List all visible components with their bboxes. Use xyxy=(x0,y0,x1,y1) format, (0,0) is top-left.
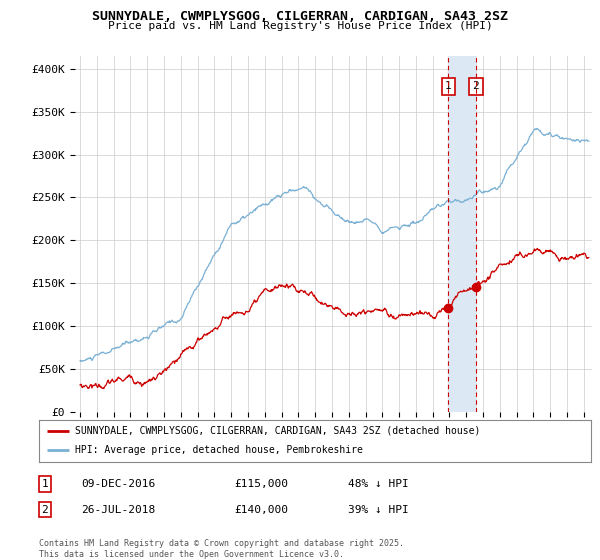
Text: SUNNYDALE, CWMPLYSGOG, CILGERRAN, CARDIGAN, SA43 2SZ (detached house): SUNNYDALE, CWMPLYSGOG, CILGERRAN, CARDIG… xyxy=(75,426,480,436)
Text: 1: 1 xyxy=(445,81,452,91)
Text: Contains HM Land Registry data © Crown copyright and database right 2025.
This d: Contains HM Land Registry data © Crown c… xyxy=(39,539,404,559)
Text: 2: 2 xyxy=(472,81,479,91)
Bar xyxy=(448,56,476,412)
Text: £115,000: £115,000 xyxy=(234,479,288,489)
Text: 1: 1 xyxy=(41,479,49,489)
Text: 39% ↓ HPI: 39% ↓ HPI xyxy=(348,505,409,515)
Text: 09-DEC-2016: 09-DEC-2016 xyxy=(81,479,155,489)
Text: 48% ↓ HPI: 48% ↓ HPI xyxy=(348,479,409,489)
Text: Price paid vs. HM Land Registry's House Price Index (HPI): Price paid vs. HM Land Registry's House … xyxy=(107,21,493,31)
Text: HPI: Average price, detached house, Pembrokeshire: HPI: Average price, detached house, Pemb… xyxy=(75,445,363,455)
Text: 26-JUL-2018: 26-JUL-2018 xyxy=(81,505,155,515)
Text: £140,000: £140,000 xyxy=(234,505,288,515)
Text: SUNNYDALE, CWMPLYSGOG, CILGERRAN, CARDIGAN, SA43 2SZ: SUNNYDALE, CWMPLYSGOG, CILGERRAN, CARDIG… xyxy=(92,10,508,23)
Text: 2: 2 xyxy=(41,505,49,515)
